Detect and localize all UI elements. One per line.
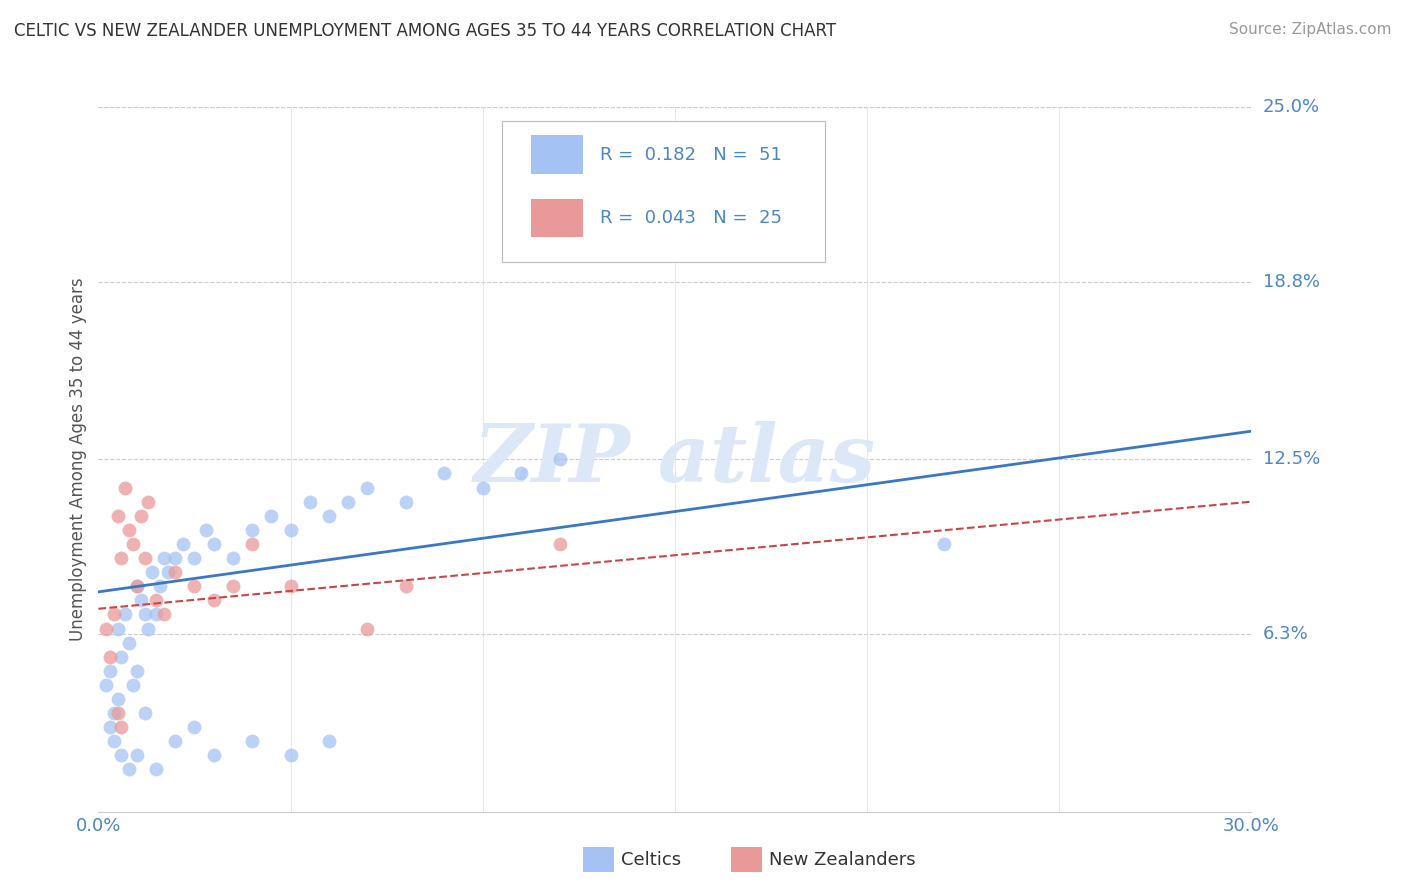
Text: Celtics: Celtics — [621, 851, 682, 869]
Point — [280, 748, 302, 763]
Point — [129, 508, 152, 523]
Point — [202, 748, 225, 763]
Point — [433, 467, 456, 481]
Text: Source: ZipAtlas.com: Source: ZipAtlas.com — [1229, 22, 1392, 37]
Point — [110, 748, 132, 763]
Text: 6.3%: 6.3% — [1263, 625, 1309, 643]
Point — [125, 664, 148, 678]
Point — [548, 537, 571, 551]
FancyBboxPatch shape — [531, 136, 582, 174]
Point — [110, 720, 132, 734]
Text: R =  0.182   N =  51: R = 0.182 N = 51 — [600, 146, 782, 164]
Point — [138, 494, 160, 508]
Point — [94, 678, 117, 692]
Point — [471, 481, 494, 495]
Point — [240, 523, 263, 537]
Point — [125, 579, 148, 593]
Point — [103, 734, 125, 748]
Point — [240, 537, 263, 551]
Point — [172, 537, 194, 551]
Point — [94, 622, 117, 636]
Point — [98, 649, 121, 664]
FancyBboxPatch shape — [531, 199, 582, 237]
FancyBboxPatch shape — [502, 121, 825, 262]
Point — [134, 551, 156, 566]
Point — [98, 664, 121, 678]
Point — [125, 748, 148, 763]
Point — [298, 494, 321, 508]
Point — [318, 734, 340, 748]
Text: New Zealanders: New Zealanders — [769, 851, 915, 869]
Point — [395, 579, 418, 593]
Point — [932, 537, 955, 551]
Point — [103, 607, 125, 622]
Point — [165, 551, 187, 566]
Point — [510, 467, 533, 481]
Point — [145, 607, 167, 622]
Point — [337, 494, 360, 508]
Point — [395, 494, 418, 508]
Point — [183, 551, 205, 566]
Point — [107, 622, 129, 636]
Point — [222, 551, 245, 566]
Point — [240, 734, 263, 748]
Point — [165, 734, 187, 748]
Point — [107, 692, 129, 706]
Point — [98, 720, 121, 734]
Point — [125, 579, 148, 593]
Point — [165, 565, 187, 579]
Point — [110, 649, 132, 664]
Point — [145, 593, 167, 607]
Point — [356, 481, 378, 495]
Point — [134, 706, 156, 720]
Point — [118, 763, 141, 777]
Point — [202, 537, 225, 551]
Point — [222, 579, 245, 593]
Point — [183, 579, 205, 593]
Point — [280, 523, 302, 537]
Point — [145, 763, 167, 777]
Point — [149, 579, 172, 593]
Text: CELTIC VS NEW ZEALANDER UNEMPLOYMENT AMONG AGES 35 TO 44 YEARS CORRELATION CHART: CELTIC VS NEW ZEALANDER UNEMPLOYMENT AMO… — [14, 22, 837, 40]
Text: 18.8%: 18.8% — [1263, 273, 1320, 291]
Text: ZIP atlas: ZIP atlas — [474, 421, 876, 498]
Point — [103, 706, 125, 720]
Point — [138, 622, 160, 636]
Text: 12.5%: 12.5% — [1263, 450, 1320, 468]
Point — [118, 523, 141, 537]
Text: R =  0.043   N =  25: R = 0.043 N = 25 — [600, 210, 782, 227]
Point — [107, 508, 129, 523]
Point — [156, 565, 179, 579]
Point — [141, 565, 163, 579]
Point — [183, 720, 205, 734]
Point — [195, 523, 218, 537]
Point — [114, 481, 136, 495]
Point — [152, 607, 174, 622]
Point — [114, 607, 136, 622]
Y-axis label: Unemployment Among Ages 35 to 44 years: Unemployment Among Ages 35 to 44 years — [69, 277, 87, 641]
Text: 25.0%: 25.0% — [1263, 98, 1320, 116]
Point — [202, 593, 225, 607]
Point — [118, 635, 141, 649]
Point — [122, 537, 145, 551]
Point — [152, 551, 174, 566]
Point — [260, 508, 283, 523]
Point — [356, 622, 378, 636]
Point — [280, 579, 302, 593]
Point — [134, 607, 156, 622]
Point — [548, 452, 571, 467]
Point — [107, 706, 129, 720]
Point — [318, 508, 340, 523]
Point — [122, 678, 145, 692]
Point — [110, 551, 132, 566]
Point — [129, 593, 152, 607]
